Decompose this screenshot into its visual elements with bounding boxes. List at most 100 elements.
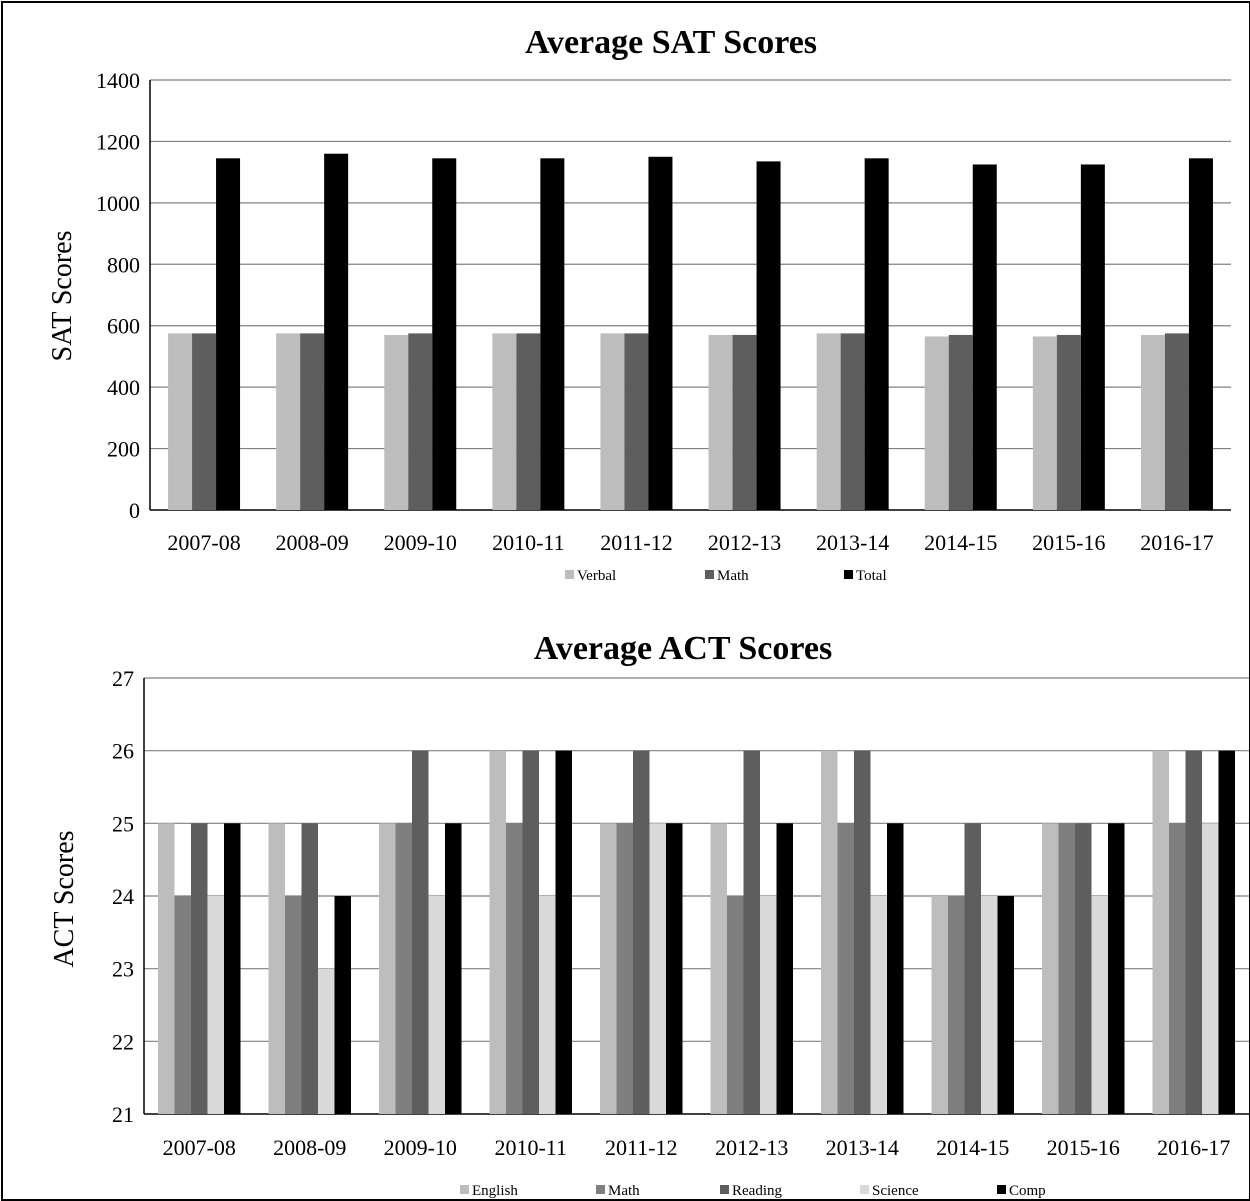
sat-bar-verbal-2013-14 [816,333,841,510]
act-legend-label-reading: Reading [732,1183,782,1199]
sat-y-tick-label: 400 [107,375,140,400]
sat-bar-total-2009-10 [432,158,457,511]
sat-bar-total-2016-17 [1188,158,1213,511]
act-bar-comp-2015-16 [1108,823,1125,1114]
sat-bar-math-2013-14 [840,333,865,510]
act-y-tick-label: 27 [112,666,134,691]
sat-bar-math-2007-08 [192,333,217,510]
act-y-tick-label: 26 [112,739,134,764]
act-bar-english-2007-08 [158,823,175,1114]
act-y-tick-label: 25 [112,811,134,836]
act-x-tick-labels: 2007-08 2008-09 2009-10 2010-11 2011-12 2012-… [163,1135,1231,1160]
act-bar-english-2014-15 [931,896,948,1114]
act-y-axis-label: ACT Scores [49,830,80,967]
act-bar-math-2007-08 [174,896,191,1114]
act-y-tick-labels: 21 22 23 24 25 26 27 [112,666,134,1127]
act-bars [158,750,1235,1114]
act-bar-comp-2011-12 [666,823,683,1114]
sat-bar-verbal-2011-12 [600,333,625,510]
sat-bar-verbal-2016-17 [1140,334,1165,510]
act-bar-math-2016-17 [1169,823,1186,1114]
sat-chart-title: Average SAT Scores [525,24,817,61]
act-bar-english-2012-13 [710,823,727,1114]
sat-bar-math-2015-16 [1056,334,1081,510]
sat-x-tick-label: 2011-12 [600,530,673,555]
act-bar-science-2007-08 [207,896,224,1114]
act-bar-comp-2014-15 [997,896,1014,1114]
sat-bar-verbal-2010-11 [492,333,517,510]
sat-bar-math-2014-15 [948,334,973,510]
act-bar-comp-2008-09 [334,896,351,1114]
act-bar-reading-2011-12 [633,750,650,1114]
act-bar-science-2016-17 [1202,823,1219,1114]
act-legend-label-science: Science [872,1183,919,1199]
act-y-tick-label: 22 [112,1029,134,1054]
sat-bar-verbal-2012-13 [708,334,733,510]
sat-bar-verbal-2007-08 [168,333,193,510]
sat-bars [168,153,1213,511]
act-bar-english-2008-09 [268,823,285,1114]
sat-legend-label-math: Math [717,568,749,584]
sat-x-tick-label: 2016-17 [1140,530,1213,555]
act-legend-label-comp: Comp [1009,1183,1046,1199]
sat-y-axis-label: SAT Scores [47,231,78,362]
act-y-tick-label: 21 [112,1102,134,1127]
sat-x-tick-label: 2012-13 [708,530,781,555]
act-bar-reading-2014-15 [964,823,981,1114]
sat-bar-total-2010-11 [540,158,565,511]
sat-bar-verbal-2015-16 [1032,336,1057,510]
sat-chart: Average SAT Scores SAT Scores 0 200 400 600… [47,24,1231,584]
sat-legend: Verbal Math Total [565,568,887,584]
act-legend-swatch-comp [997,1185,1006,1194]
sat-y-tick-label: 600 [107,314,140,339]
sat-bar-verbal-2009-10 [384,334,409,510]
sat-bar-verbal-2008-09 [276,333,301,510]
sat-y-tick-label: 1200 [96,129,140,154]
act-legend-swatch-english [460,1185,469,1194]
act-bar-science-2013-14 [870,896,887,1114]
act-bar-comp-2010-11 [555,750,572,1114]
act-bar-reading-2015-16 [1075,823,1092,1114]
act-x-tick-label: 2010-11 [494,1135,567,1160]
act-bar-english-2013-14 [821,750,838,1114]
act-legend-label-math: Math [608,1183,640,1199]
act-bar-comp-2007-08 [224,823,241,1114]
sat-bar-math-2008-09 [300,333,325,510]
act-legend-label-english: English [472,1183,518,1199]
act-bar-math-2011-12 [616,823,633,1114]
act-bar-math-2010-11 [506,823,523,1114]
act-x-tick-label: 2011-12 [605,1135,678,1160]
act-legend: English Math Reading Science Comp [460,1183,1046,1199]
act-x-tick-label: 2014-15 [936,1135,1009,1160]
act-bar-math-2012-13 [727,896,744,1114]
act-bar-reading-2013-14 [854,750,871,1114]
sat-x-tick-label: 2009-10 [384,530,457,555]
act-bar-reading-2010-11 [522,750,539,1114]
sat-bar-total-2012-13 [756,161,781,510]
act-bar-science-2012-13 [760,896,777,1114]
act-x-tick-label: 2008-09 [273,1135,346,1160]
act-bar-math-2015-16 [1058,823,1075,1114]
act-x-tick-label: 2015-16 [1047,1135,1120,1160]
act-bar-science-2008-09 [318,968,335,1114]
act-x-tick-label: 2012-13 [715,1135,788,1160]
sat-bar-total-2015-16 [1080,164,1105,510]
act-x-tick-label: 2016-17 [1157,1135,1230,1160]
sat-legend-swatch-math [705,570,714,579]
act-bar-science-2015-16 [1091,896,1108,1114]
sat-x-tick-label: 2007-08 [167,530,240,555]
sat-y-tick-labels: 0 200 400 600 800 1000 1200 1400 [96,68,140,523]
sat-x-tick-label: 2010-11 [492,530,565,555]
sat-bar-math-2016-17 [1164,333,1189,510]
charts-canvas: Average SAT Scores SAT Scores 0 200 400 600… [47,24,1249,1199]
act-bar-math-2013-14 [837,823,854,1114]
act-legend-swatch-math [596,1185,605,1194]
act-bar-english-2011-12 [600,823,617,1114]
act-bar-math-2008-09 [285,896,302,1114]
sat-legend-label-total: Total [856,568,887,584]
sat-bar-math-2010-11 [516,333,541,510]
act-y-tick-label: 24 [112,884,134,909]
sat-legend-swatch-total [844,570,853,579]
act-bar-comp-2016-17 [1218,750,1235,1114]
